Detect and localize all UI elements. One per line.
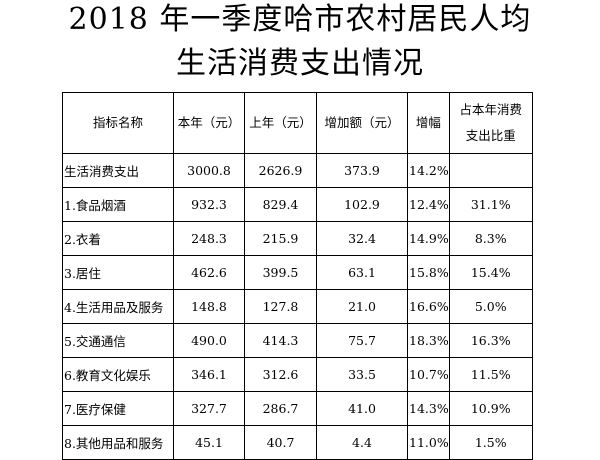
cell-current-year: 490.0 (173, 323, 245, 358)
cell-increase: 32.4 (316, 221, 408, 256)
table-row: 8.其他用品和服务 45.1 40.7 4.4 11.0% 1.5% (62, 425, 533, 460)
cell-share: 11.5% (448, 357, 533, 392)
table-row: 7.医疗保健 327.7 286.7 41.0 14.3% 10.9% (62, 391, 533, 426)
cell-name: 8.其他用品和服务 (62, 425, 174, 460)
cell-current-year: 462.6 (173, 255, 245, 290)
header-increase: 增加额（元） (316, 92, 408, 154)
consumption-table: 指标名称 本年（元） 上年（元） 增加额（元） 增幅 占本年消费 支出比重 生活… (62, 92, 533, 460)
cell-growth: 18.3% (407, 323, 450, 358)
cell-name: 5.交通通信 (62, 323, 174, 358)
table-row: 4.生活用品及服务 148.8 127.8 21.0 16.6% 5.0% (62, 289, 533, 324)
cell-current-year: 327.7 (173, 391, 245, 426)
cell-share: 16.3% (448, 323, 533, 358)
cell-previous-year: 2626.9 (244, 153, 317, 188)
cell-previous-year: 40.7 (244, 425, 317, 460)
table-row: 3.居住 462.6 399.5 63.1 15.8% 15.4% (62, 255, 533, 290)
cell-growth: 14.9% (407, 221, 450, 256)
cell-previous-year: 215.9 (244, 221, 317, 256)
cell-increase: 4.4 (316, 425, 408, 460)
cell-increase: 102.9 (316, 187, 408, 222)
cell-previous-year: 399.5 (244, 255, 317, 290)
header-previous-year: 上年（元） (244, 92, 317, 154)
cell-name: 7.医疗保健 (62, 391, 174, 426)
table-row: 生活消费支出 3000.8 2626.9 373.9 14.2% (62, 153, 533, 188)
header-share-line-2: 支出比重 (465, 128, 516, 143)
cell-current-year: 932.3 (173, 187, 245, 222)
cell-name: 生活消费支出 (62, 153, 174, 188)
cell-name: 2.衣着 (62, 221, 174, 256)
header-share-line-1: 占本年消费 (459, 102, 522, 117)
table-row: 1.食品烟酒 932.3 829.4 102.9 12.4% 31.1% (62, 187, 533, 222)
header-name: 指标名称 (62, 92, 174, 154)
cell-previous-year: 127.8 (244, 289, 317, 324)
cell-current-year: 148.8 (173, 289, 245, 324)
cell-growth: 14.2% (407, 153, 450, 188)
page-title-line-2: 生活消费支出情况 (176, 46, 424, 81)
cell-growth: 16.6% (407, 289, 450, 324)
cell-previous-year: 312.6 (244, 357, 317, 392)
table-row: 5.交通通信 490.0 414.3 75.7 18.3% 16.3% (62, 323, 533, 358)
table-header-row: 指标名称 本年（元） 上年（元） 增加额（元） 增幅 占本年消费 支出比重 (62, 92, 533, 154)
cell-growth: 12.4% (407, 187, 450, 222)
cell-increase: 63.1 (316, 255, 408, 290)
header-current-year: 本年（元） (173, 92, 245, 154)
cell-name: 6.教育文化娱乐 (62, 357, 174, 392)
cell-share: 1.5% (448, 425, 533, 460)
cell-increase: 373.9 (316, 153, 408, 188)
cell-increase: 75.7 (316, 323, 408, 358)
cell-share: 15.4% (448, 255, 533, 290)
header-growth: 增幅 (407, 92, 450, 154)
cell-increase: 33.5 (316, 357, 408, 392)
cell-increase: 41.0 (316, 391, 408, 426)
cell-share: 8.3% (448, 221, 533, 256)
cell-name: 4.生活用品及服务 (62, 289, 174, 324)
header-share: 占本年消费 支出比重 (448, 92, 533, 154)
cell-share (448, 153, 533, 188)
cell-growth: 15.8% (407, 255, 450, 290)
cell-previous-year: 414.3 (244, 323, 317, 358)
cell-previous-year: 829.4 (244, 187, 317, 222)
cell-current-year: 3000.8 (173, 153, 245, 188)
table-row: 6.教育文化娱乐 346.1 312.6 33.5 10.7% 11.5% (62, 357, 533, 392)
page-title-line-1: 2018 年一季度哈市农村居民人均 (68, 2, 532, 37)
cell-share: 31.1% (448, 187, 533, 222)
cell-share: 10.9% (448, 391, 533, 426)
cell-name: 3.居住 (62, 255, 174, 290)
cell-current-year: 248.3 (173, 221, 245, 256)
cell-growth: 10.7% (407, 357, 450, 392)
table-row: 2.衣着 248.3 215.9 32.4 14.9% 8.3% (62, 221, 533, 256)
cell-growth: 11.0% (407, 425, 450, 460)
cell-increase: 21.0 (316, 289, 408, 324)
cell-growth: 14.3% (407, 391, 450, 426)
cell-share: 5.0% (448, 289, 533, 324)
cell-current-year: 346.1 (173, 357, 245, 392)
cell-previous-year: 286.7 (244, 391, 317, 426)
cell-current-year: 45.1 (173, 425, 245, 460)
cell-name: 1.食品烟酒 (62, 187, 174, 222)
